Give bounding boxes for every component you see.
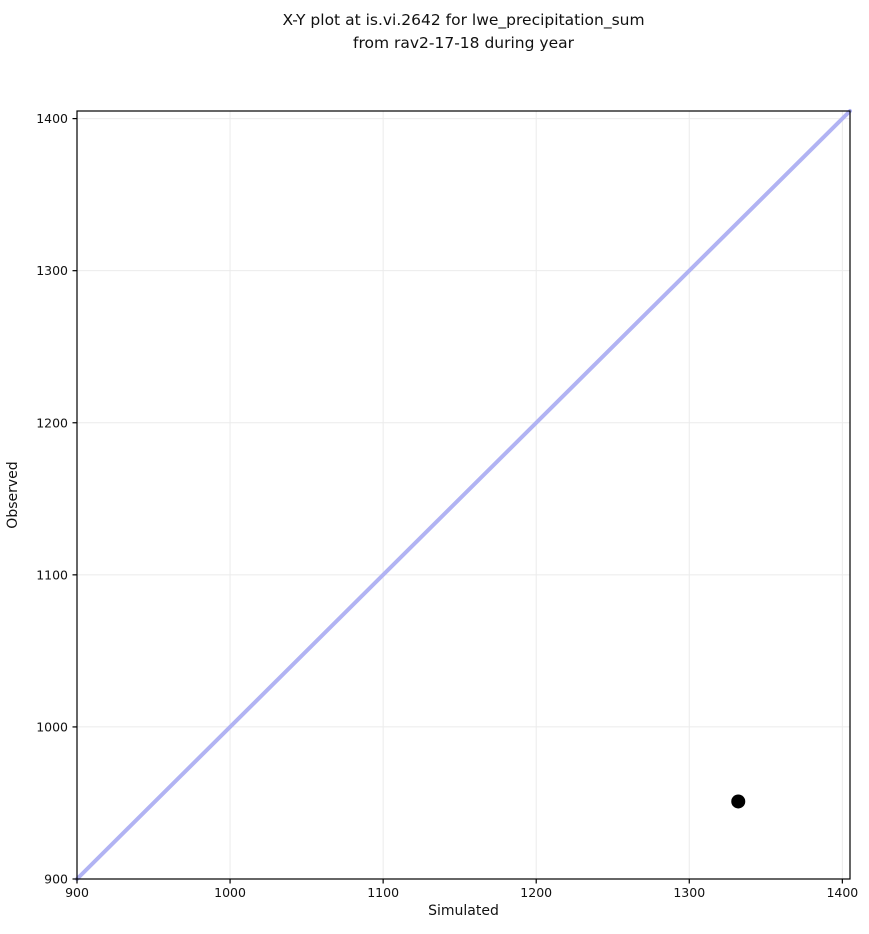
x-tick-label: 900 [65, 885, 89, 900]
x-tick-label: 1200 [520, 885, 552, 900]
x-tick-label: 1100 [367, 885, 399, 900]
y-tick-label: 900 [44, 872, 68, 887]
y-tick-label: 1400 [36, 111, 68, 126]
y-axis-label: Observed [5, 461, 21, 529]
x-tick-label: 1000 [214, 885, 246, 900]
y-tick-label: 1200 [36, 415, 68, 430]
x-axis-label: Simulated [428, 903, 499, 919]
data-point [731, 794, 746, 809]
chart-title-line-2: from rav2-17-18 during year [353, 34, 574, 52]
chart-title-line-1: X-Y plot at is.vi.2642 for lwe_precipita… [282, 11, 645, 29]
y-tick-label: 1300 [36, 263, 68, 278]
x-tick-label: 1400 [826, 885, 858, 900]
plot-frame [76, 110, 851, 880]
x-tick-label: 1300 [673, 885, 705, 900]
y-tick-label: 1100 [36, 567, 68, 582]
one-to-one-line [75, 109, 852, 881]
y-tick-label: 1000 [36, 719, 68, 734]
chart-title: X-Y plot at is.vi.2642 for lwe_precipita… [77, 9, 850, 55]
